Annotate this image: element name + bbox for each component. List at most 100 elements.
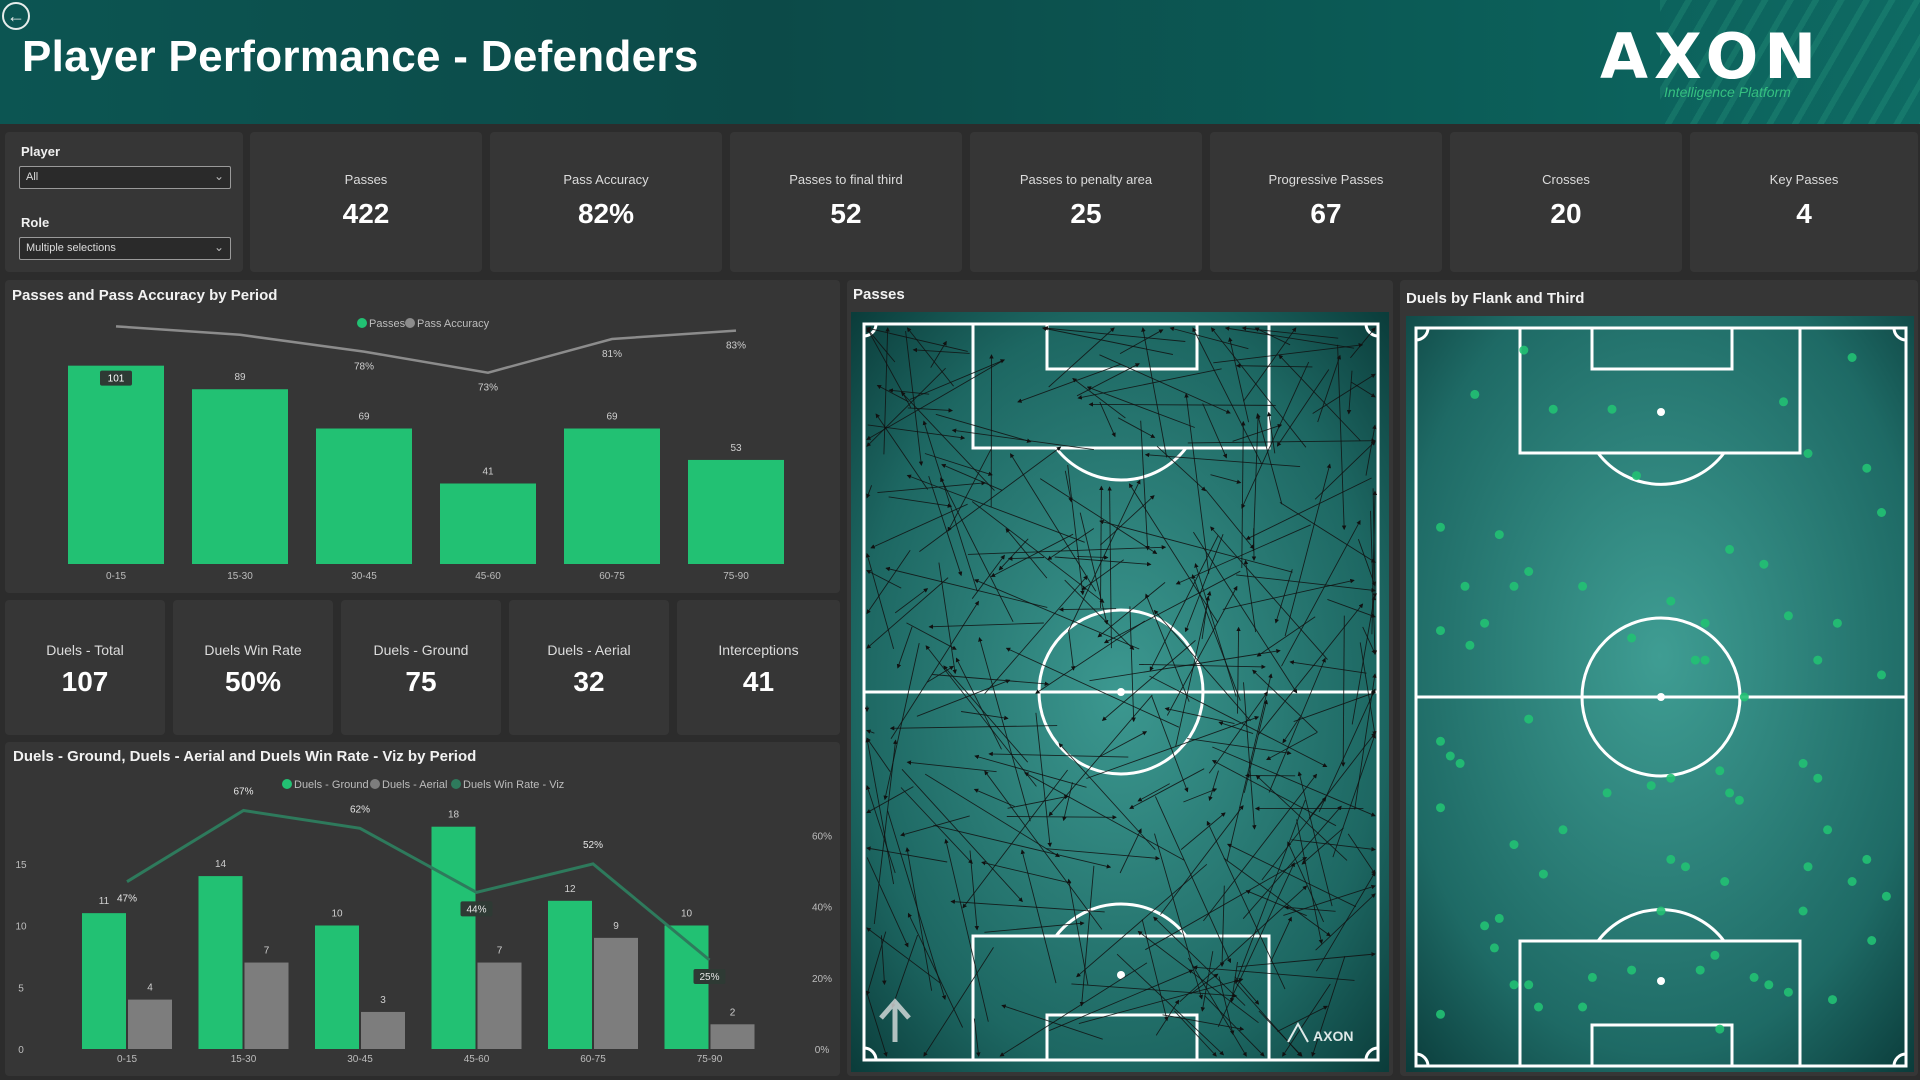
pass-accuracy-data-label: 81% [602, 349, 622, 360]
duel-point [1783, 611, 1793, 621]
role-filter-value: Multiple selections [26, 242, 116, 254]
passes-x-axis: 0-15 15-30 30-45 45-60 60-75 75-90 [106, 571, 749, 582]
duel-point [1480, 618, 1490, 628]
passes-data-label: 53 [730, 443, 742, 454]
pass-arrow [1243, 699, 1268, 793]
y-tick-label: 10 [15, 922, 27, 933]
pass-arrow [1192, 965, 1355, 981]
pass-arrow [933, 824, 1112, 869]
kpi-label: Duels - Aerial [547, 642, 631, 658]
win-rate-line [126, 808, 711, 962]
duel-points [1436, 345, 1891, 1034]
duel-point [1725, 788, 1735, 798]
player-filter-dropdown[interactable]: All ⌄ [19, 166, 231, 189]
axon-watermark-icon [1287, 1021, 1309, 1043]
pass-arrow [1278, 354, 1361, 441]
duel-point [1436, 736, 1445, 746]
pass-arrow [1183, 788, 1218, 803]
kpi-label: Key Passes [1769, 172, 1839, 187]
pass-arrow [875, 413, 929, 490]
kpi-card-interceptions: Interceptions 41 [677, 600, 840, 735]
pass-arrow [1218, 976, 1235, 1036]
brand-logo: AXON [1600, 20, 1823, 93]
kpi-card-key-passes: Key Passes 4 [1690, 132, 1918, 272]
kpi-label: Passes to final third [789, 172, 903, 187]
pass-arrow [1076, 555, 1109, 560]
pass-arrow [1017, 363, 1121, 403]
pass-arrow [1141, 919, 1169, 1022]
pass-arrow [1228, 337, 1250, 423]
duel-point [1862, 854, 1872, 864]
win-rate-data-label: 67% [233, 786, 253, 797]
legend-swatch-pass-accuracy [405, 318, 415, 328]
duel-point [1656, 906, 1666, 916]
pass-arrow [1287, 841, 1325, 923]
pass-arrow [1255, 774, 1348, 861]
pass-arrow [1103, 570, 1241, 644]
duel-point [1534, 1002, 1543, 1012]
pass-arrow [1242, 805, 1342, 919]
duel-point [1715, 1024, 1725, 1034]
legend-label-aerial: Duels - Aerial [382, 779, 447, 791]
pass-accuracy-line [115, 325, 737, 374]
pass-arrow [1284, 463, 1332, 637]
y2-tick-label: 0% [815, 1045, 830, 1056]
pass-arrow [1048, 327, 1115, 388]
pass-arrow [900, 787, 973, 864]
pass-arrow [1354, 673, 1377, 810]
x-tick-label: 75-90 [723, 571, 749, 582]
pass-arrow [1254, 327, 1291, 346]
pass-arrow [888, 388, 930, 395]
kpi-label: Progressive Passes [1268, 172, 1384, 187]
up-arrow-icon [879, 998, 911, 1042]
x-tick-label: 75-90 [697, 1054, 723, 1065]
passes-pitch-watermark: AXON [1313, 1028, 1353, 1044]
pass-arrow [1039, 478, 1158, 554]
back-button[interactable]: ← [2, 2, 30, 30]
pass-arrow [866, 326, 968, 352]
pass-arrow [1211, 760, 1337, 827]
kpi-value: 25 [1070, 198, 1102, 229]
x-tick-label: 45-60 [475, 571, 501, 582]
duels-ground-data-label: 18 [448, 810, 460, 821]
chevron-down-icon: ⌄ [213, 240, 224, 254]
pass-arrow [1202, 403, 1228, 459]
legend-label-passes: Passes [369, 318, 406, 330]
pass-arrow [926, 665, 954, 683]
kpi-card-passes-penalty-area: Passes to penalty area 25 [970, 132, 1202, 272]
legend-label-win-rate: Duels Win Rate - Viz [463, 779, 564, 791]
kpi-card-duels-aerial: Duels - Aerial 32 [509, 600, 669, 735]
pass-arrow [1276, 369, 1330, 447]
pass-arrow [1162, 1014, 1245, 1031]
pass-arrow [935, 413, 1032, 443]
kpi-label: Pass Accuracy [563, 172, 649, 187]
passes-bar [68, 365, 164, 564]
duel-point [1749, 972, 1759, 982]
pass-arrow [998, 538, 1029, 571]
duels-ground-data-label: 11 [99, 896, 110, 907]
pass-arrow [1243, 559, 1257, 633]
pass-arrow [1347, 833, 1376, 875]
pass-arrow [865, 785, 896, 874]
legend-swatch-ground [282, 779, 292, 789]
pass-arrow [900, 391, 995, 491]
passes-bars [68, 365, 784, 564]
duels-ground-bar [664, 925, 709, 1049]
pass-arrow [1236, 574, 1376, 593]
pass-arrow [1180, 812, 1226, 850]
duel-point [1710, 950, 1720, 960]
duel-point [1700, 618, 1710, 628]
pass-arrow [1062, 782, 1073, 822]
pass-arrow [984, 575, 1088, 695]
pass-arrow [1079, 512, 1109, 625]
pass-arrow [1137, 930, 1259, 1024]
pass-arrow [1187, 738, 1292, 756]
pass-arrow [1267, 411, 1276, 454]
pass-arrow [1117, 417, 1156, 438]
passes-data-label: 101 [108, 374, 125, 385]
pass-arrow [1191, 574, 1241, 701]
pass-arrow [1346, 370, 1353, 415]
duels-ground-bar [315, 925, 359, 1049]
pass-arrow [962, 769, 1068, 909]
role-filter-dropdown[interactable]: Multiple selections ⌄ [19, 237, 231, 260]
